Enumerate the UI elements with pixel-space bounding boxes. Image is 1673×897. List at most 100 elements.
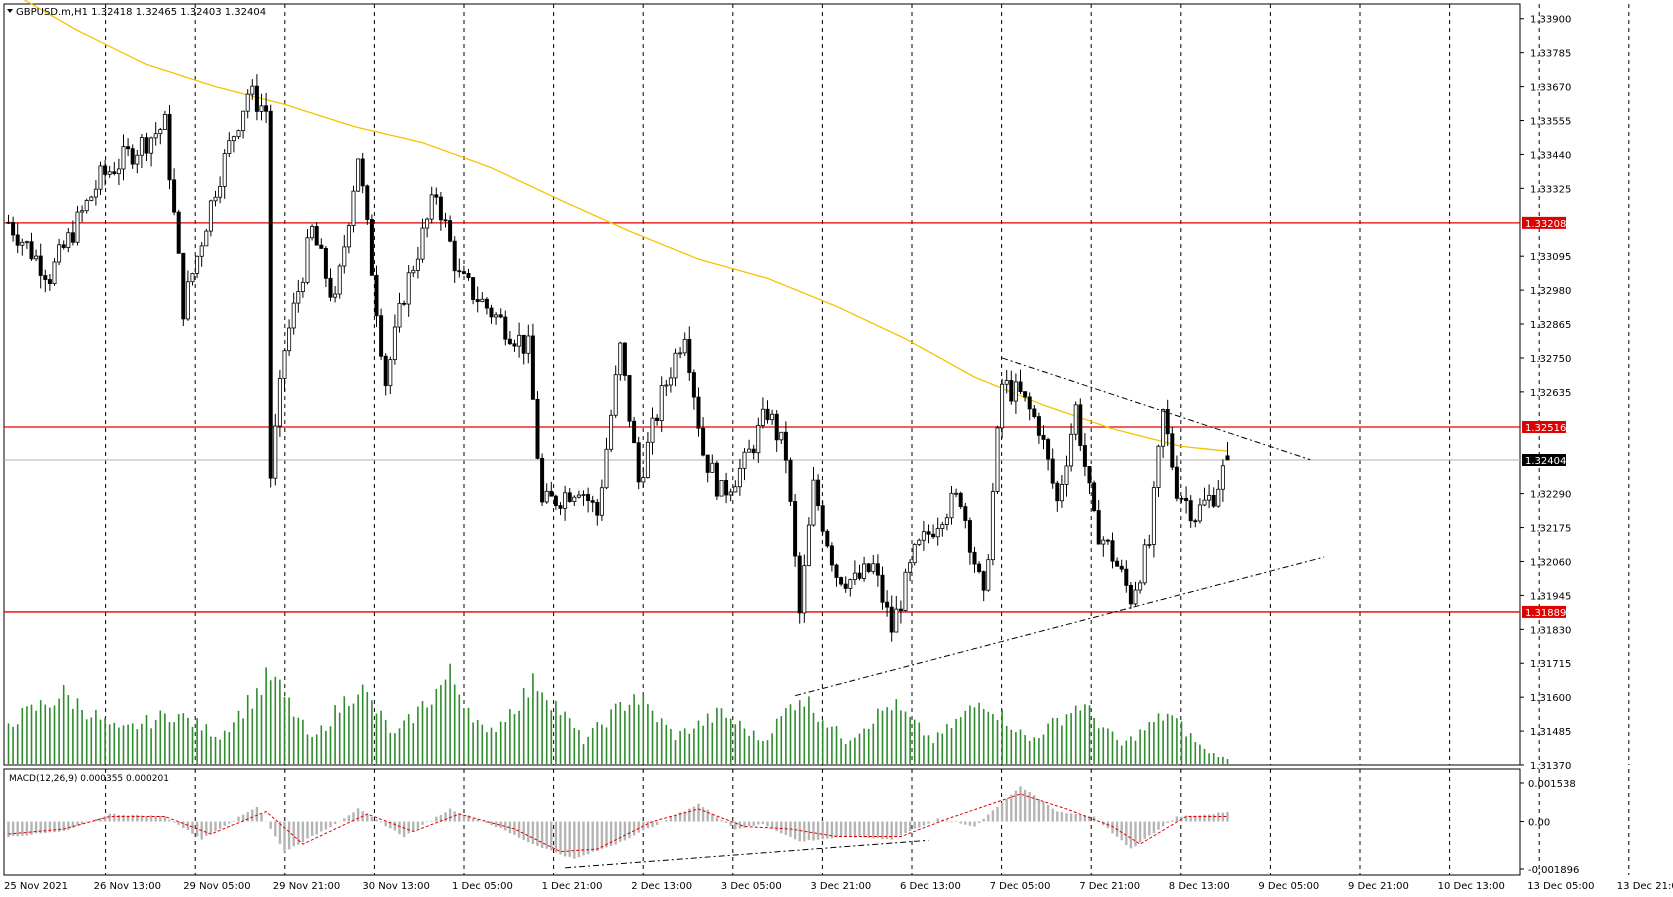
candle-body bbox=[535, 398, 540, 459]
candle-body bbox=[121, 146, 126, 170]
macd-header: MACD(12,26,9) 0.000355 0.000201 bbox=[9, 774, 169, 784]
candle-body bbox=[1055, 482, 1060, 502]
candle-body bbox=[84, 200, 89, 212]
ma-line bbox=[23, 0, 1228, 452]
candle-body bbox=[268, 110, 273, 479]
candle-body bbox=[806, 524, 811, 567]
candle-body bbox=[1202, 499, 1207, 506]
candle-body bbox=[296, 291, 301, 304]
candle-body bbox=[540, 457, 545, 503]
candle-body bbox=[346, 225, 351, 248]
candle-body bbox=[333, 293, 338, 298]
candle-body bbox=[1000, 383, 1005, 429]
x-tick-label: 7 Dec 21:00 bbox=[1079, 881, 1140, 892]
candle-body bbox=[199, 245, 204, 257]
candle-body bbox=[498, 314, 503, 318]
candle-body bbox=[379, 315, 384, 357]
candle-body bbox=[659, 385, 664, 422]
candle-body bbox=[668, 377, 673, 386]
candle-body bbox=[185, 281, 190, 320]
candle-body bbox=[609, 414, 614, 450]
candle-body bbox=[70, 232, 75, 243]
candle-body bbox=[839, 577, 844, 585]
candle-body bbox=[687, 338, 692, 374]
candle-body bbox=[126, 146, 131, 150]
candle-body bbox=[438, 196, 443, 221]
candle-body bbox=[1059, 484, 1064, 502]
candle-body bbox=[1096, 510, 1101, 545]
candle-body bbox=[774, 413, 779, 441]
candle-body bbox=[682, 338, 687, 354]
candle-body bbox=[291, 302, 296, 329]
candle-body bbox=[282, 350, 287, 379]
candle-body bbox=[103, 165, 108, 175]
candle-body bbox=[811, 479, 816, 526]
candle-body bbox=[581, 494, 586, 496]
candle-body bbox=[273, 425, 278, 479]
candle-body bbox=[300, 281, 305, 292]
candle-body bbox=[457, 270, 462, 273]
candle-body bbox=[604, 448, 609, 489]
x-tick-label: 3 Dec 05:00 bbox=[721, 881, 782, 892]
y-tick-label: 1.32635 bbox=[1530, 388, 1571, 399]
y-tick-label: 1.33440 bbox=[1530, 150, 1571, 161]
candle-body bbox=[323, 248, 328, 279]
y-tick-label: 1.32060 bbox=[1530, 557, 1571, 568]
candle-body bbox=[576, 494, 581, 498]
y-tick-label: 1.33325 bbox=[1530, 184, 1571, 195]
candle-body bbox=[696, 396, 701, 429]
candle-body bbox=[149, 137, 154, 154]
candle-body bbox=[1138, 582, 1143, 591]
candle-body bbox=[356, 158, 361, 192]
candle-body bbox=[664, 384, 669, 387]
candle-body bbox=[1013, 381, 1018, 402]
candle-body bbox=[977, 563, 982, 573]
candle-body bbox=[264, 105, 269, 112]
candle-body bbox=[705, 454, 710, 473]
candle-body bbox=[1041, 434, 1046, 440]
candle-body bbox=[802, 565, 807, 614]
candle-body bbox=[1220, 465, 1225, 490]
candle-body bbox=[944, 517, 949, 525]
x-tick-label: 1 Dec 21:00 bbox=[542, 881, 603, 892]
current-price-label: 1.32404 bbox=[1525, 456, 1566, 467]
candle-body bbox=[411, 269, 416, 274]
candle-body bbox=[940, 524, 945, 529]
time-axis: 25 Nov 2021 26 Nov 13:00 29 Nov 05:00 29 No… bbox=[4, 881, 1673, 892]
candle-body bbox=[714, 462, 719, 497]
y-tick-label: 1.33785 bbox=[1530, 49, 1571, 60]
candle-body bbox=[816, 479, 821, 507]
macd-indicator bbox=[7, 786, 1229, 869]
macd-trendline bbox=[565, 839, 929, 869]
candle-body bbox=[558, 505, 563, 509]
candle-body bbox=[277, 377, 282, 427]
candle-body bbox=[135, 154, 140, 165]
candle-body bbox=[1110, 540, 1115, 562]
header-dropdown-icon[interactable] bbox=[7, 9, 13, 13]
candle-body bbox=[434, 194, 439, 198]
candle-body bbox=[222, 153, 227, 187]
candle-body bbox=[618, 342, 623, 376]
candle-body bbox=[38, 255, 43, 276]
candle-body bbox=[1184, 497, 1189, 502]
candle-body bbox=[162, 114, 167, 130]
candle-body bbox=[885, 601, 890, 608]
candle-body bbox=[507, 338, 512, 345]
candle-body bbox=[935, 528, 940, 538]
candle-body bbox=[93, 188, 98, 198]
x-tick-label: 9 Dec 21:00 bbox=[1348, 881, 1409, 892]
level-price-label: 1.32516 bbox=[1525, 423, 1566, 434]
candle-body bbox=[11, 222, 16, 236]
candle-body bbox=[503, 316, 508, 340]
candle-body bbox=[917, 539, 922, 545]
candle-body bbox=[1087, 466, 1092, 484]
candle-body bbox=[305, 237, 310, 283]
candle-body bbox=[1101, 539, 1106, 545]
candle-body bbox=[1092, 482, 1097, 511]
candle-body bbox=[1023, 391, 1028, 398]
candle-body bbox=[1046, 439, 1051, 460]
macd-y-tick-label: -0.001896 bbox=[1528, 865, 1579, 876]
candle-body bbox=[89, 196, 94, 201]
candle-body bbox=[1216, 488, 1221, 507]
candle-body bbox=[632, 420, 637, 444]
